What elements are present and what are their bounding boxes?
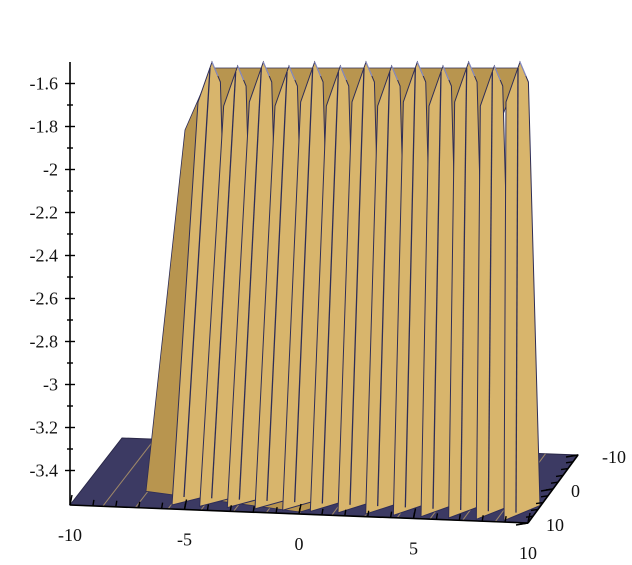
z-tick-label: -3	[43, 375, 58, 395]
z-axis: -1.6 -1.8 -2 -2.2 -2.4 -2.6 -2.8 -3 -3.2 -3.4	[30, 74, 75, 481]
ridge-crest	[314, 61, 322, 77]
ridge-crest	[468, 61, 476, 77]
y-minor-tick	[550, 481, 559, 484]
ridge-crest	[339, 65, 347, 81]
x-minor-tick	[206, 504, 210, 511]
ridge-crest	[416, 61, 424, 77]
x-minor-tick	[183, 503, 187, 510]
y-minor-tick	[535, 501, 544, 505]
x-tick-label: -5	[177, 530, 192, 550]
ridge-crest	[519, 61, 527, 77]
x-minor-tick	[92, 499, 95, 507]
x-minor-tick	[435, 513, 439, 520]
ridge-edge	[404, 67, 416, 508]
surface-ridges	[145, 60, 541, 522]
ridge-edge	[211, 71, 237, 499]
x-axis: -10 -5 0 5 10	[58, 494, 537, 563]
y-minor-tick	[560, 467, 569, 471]
ridge-edge	[515, 67, 519, 513]
y-minor-tick	[570, 454, 579, 457]
x-tick-label: 5	[409, 539, 418, 559]
ridge-crest	[237, 65, 245, 81]
ridge-edge	[349, 67, 365, 505]
x-minor-tick	[481, 515, 484, 522]
z-tick-label: -2.6	[30, 289, 59, 309]
y-minor-tick	[565, 461, 574, 464]
ridge-edge	[238, 67, 262, 500]
x-minor-tick	[321, 508, 324, 516]
ridge-edge	[183, 67, 211, 498]
ridge-crest	[288, 65, 296, 81]
y-minor-tick	[520, 522, 529, 525]
y-tick-label: -10	[602, 447, 626, 467]
x-minor-tick	[252, 506, 255, 513]
x-tick-label: -10	[58, 525, 82, 545]
x-minor-tick	[389, 511, 393, 518]
x-minor-tick	[504, 515, 507, 523]
x-minor-tick	[160, 502, 164, 509]
y-axis: -10 0 10	[515, 447, 626, 535]
z-tick-label: -3.2	[30, 418, 59, 438]
ridge-edge	[432, 71, 442, 509]
floor-hatch-line	[102, 438, 155, 507]
surface-ridge	[503, 60, 541, 522]
x-minor-tick	[115, 500, 118, 507]
x-minor-tick	[138, 501, 141, 508]
z-tick-label: -2	[43, 160, 58, 180]
x-minor-tick	[367, 510, 370, 517]
z-tick-label: -2.8	[30, 332, 59, 352]
y-minor-tick	[545, 488, 554, 491]
ridge-crest	[493, 65, 501, 81]
ridge-edge	[460, 67, 468, 511]
ridge-edge	[377, 71, 391, 507]
y-tick-label: 0	[571, 481, 580, 501]
ridge-crest	[262, 61, 270, 77]
ridge-crest	[391, 65, 399, 81]
x-minor-tick	[275, 506, 278, 514]
ridge-crest	[442, 65, 450, 81]
y-tick-label: 10	[546, 515, 564, 535]
ridge-edge	[487, 71, 493, 512]
z-tick-label: -2.4	[30, 246, 59, 266]
x-minor-tick	[344, 509, 347, 516]
x-tick-label: 0	[295, 534, 304, 554]
ridge-edge	[294, 67, 314, 503]
ridge-edge	[266, 71, 288, 501]
z-tick-label: -2.2	[30, 203, 59, 223]
ridge-edge	[321, 71, 339, 504]
ridge-crest	[365, 61, 373, 77]
x-minor-tick	[527, 516, 530, 524]
x-minor-tick	[229, 505, 232, 512]
y-minor-tick	[530, 508, 539, 512]
z-tick-label: -1.6	[30, 74, 59, 94]
x-minor-tick	[298, 507, 301, 515]
y-minor-tick	[555, 474, 564, 478]
x-tick-label: 10	[519, 543, 537, 563]
ridge-crest	[211, 61, 219, 77]
z-tick-label: -3.4	[30, 461, 59, 481]
x-minor-tick	[458, 514, 461, 521]
x-minor-tick	[69, 498, 72, 506]
x-minor-tick	[412, 512, 416, 519]
y-minor-tick	[525, 515, 534, 518]
z-tick-label: -1.8	[30, 117, 59, 137]
y-minor-tick	[540, 495, 549, 498]
